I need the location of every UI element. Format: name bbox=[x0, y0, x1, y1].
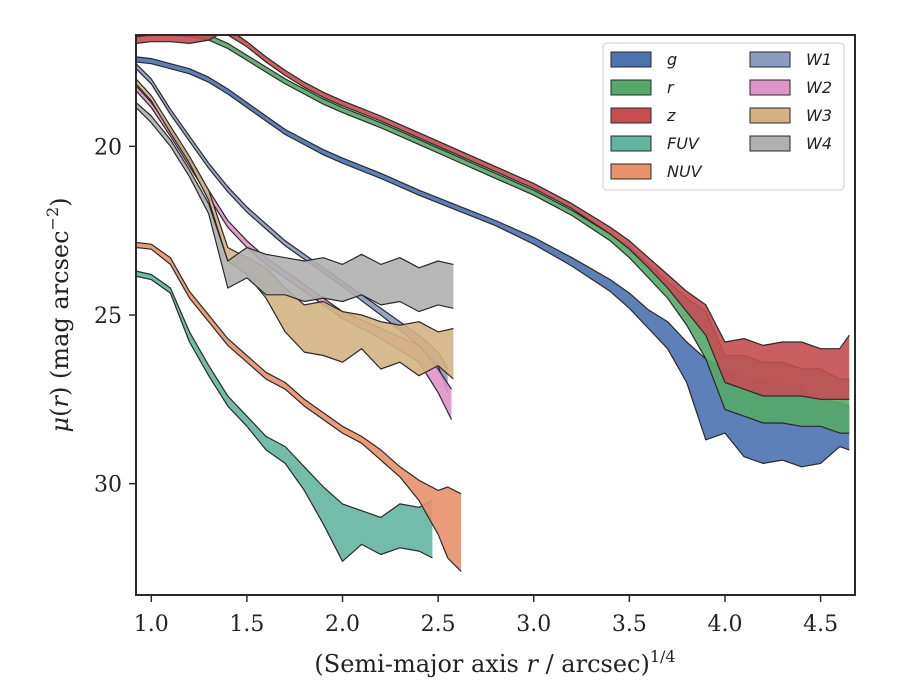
band-lower-edge-w3 bbox=[136, 83, 454, 380]
band-upper-edge-w1 bbox=[136, 63, 449, 370]
y-tick-label: 30 bbox=[94, 473, 122, 498]
band-z bbox=[136, 35, 850, 400]
band-lower-edge-w2 bbox=[136, 90, 453, 420]
band-upper-edge-fuv bbox=[136, 270, 433, 518]
legend-item-w3: W3 bbox=[749, 106, 832, 125]
legend-label: FUV bbox=[667, 134, 700, 153]
band-lower-edge-r bbox=[163, 35, 850, 434]
legend-label: W1 bbox=[806, 50, 832, 69]
legend-swatch bbox=[610, 51, 652, 68]
series-z bbox=[136, 35, 850, 400]
y-axis-label: μ(r) (mag arcsec−2) bbox=[43, 197, 74, 432]
x-tick-label: 4.0 bbox=[707, 612, 742, 637]
y-tick-label: 20 bbox=[94, 135, 122, 160]
legend-swatch bbox=[610, 107, 652, 124]
band-w3 bbox=[136, 78, 454, 380]
band-fuv bbox=[136, 271, 433, 562]
band-lower-edge-z bbox=[136, 35, 850, 400]
legend-label: r bbox=[667, 78, 675, 97]
legend-item-nuv: NUV bbox=[610, 162, 703, 181]
series-fuv bbox=[136, 270, 433, 562]
x-axis-label: (Semi-major axis r / arcsec)1/4 bbox=[314, 647, 675, 678]
series-w3 bbox=[136, 78, 454, 380]
x-tick-label: 3.0 bbox=[516, 612, 551, 637]
x-tick-label: 4.5 bbox=[803, 612, 838, 637]
x-tick-label: 1.0 bbox=[134, 612, 169, 637]
legend-label: z bbox=[666, 106, 676, 125]
y-axis-ticks: 20 25 30 bbox=[94, 135, 136, 498]
x-axis-ticks: 1.0 1.5 2.0 2.5 3.0 3.5 4.0 4.5 bbox=[134, 595, 838, 637]
series-nuv bbox=[136, 241, 462, 572]
legend-item-g: g bbox=[610, 50, 677, 69]
band-g bbox=[136, 56, 850, 467]
legend-swatch bbox=[610, 79, 652, 96]
band-w4 bbox=[136, 102, 454, 312]
band-lower-edge-fuv bbox=[136, 275, 433, 562]
legend-swatch bbox=[610, 163, 652, 180]
legend-swatch bbox=[610, 135, 652, 152]
legend: grz FUV NUV W1 W2 W3 W4 bbox=[602, 42, 845, 191]
band-lower-edge-w4 bbox=[136, 107, 454, 313]
x-tick-label: 2.0 bbox=[325, 612, 360, 637]
band-lower-edge-g bbox=[136, 61, 850, 468]
legend-label: W4 bbox=[806, 134, 832, 153]
legend-swatch bbox=[749, 51, 791, 68]
legend-label: W3 bbox=[806, 106, 832, 125]
legend-label: NUV bbox=[667, 162, 703, 181]
legend-swatch bbox=[749, 107, 791, 124]
legend-label: g bbox=[667, 50, 677, 69]
legend-swatch bbox=[749, 135, 791, 152]
legend-swatch bbox=[749, 79, 791, 96]
band-upper-edge-w4 bbox=[136, 102, 454, 269]
x-tick-label: 2.5 bbox=[421, 612, 456, 637]
profile-bands bbox=[136, 35, 850, 572]
x-tick-label: 1.5 bbox=[229, 612, 264, 637]
legend-item-w1: W1 bbox=[749, 50, 832, 69]
band-upper-edge-z bbox=[136, 35, 850, 350]
legend-label: W2 bbox=[806, 78, 832, 97]
legend-item-fuv: FUV bbox=[610, 134, 700, 153]
legend-item-z: z bbox=[610, 106, 676, 125]
legend-item-r: r bbox=[610, 78, 675, 97]
legend-item-w2: W2 bbox=[749, 78, 832, 97]
series-w4 bbox=[136, 102, 454, 313]
legend-item-w4: W4 bbox=[749, 134, 832, 153]
band-upper-edge-nuv bbox=[136, 241, 462, 495]
band-lower-edge-nuv bbox=[136, 246, 462, 572]
x-tick-label: 3.5 bbox=[612, 612, 647, 637]
y-tick-label: 25 bbox=[94, 304, 122, 329]
